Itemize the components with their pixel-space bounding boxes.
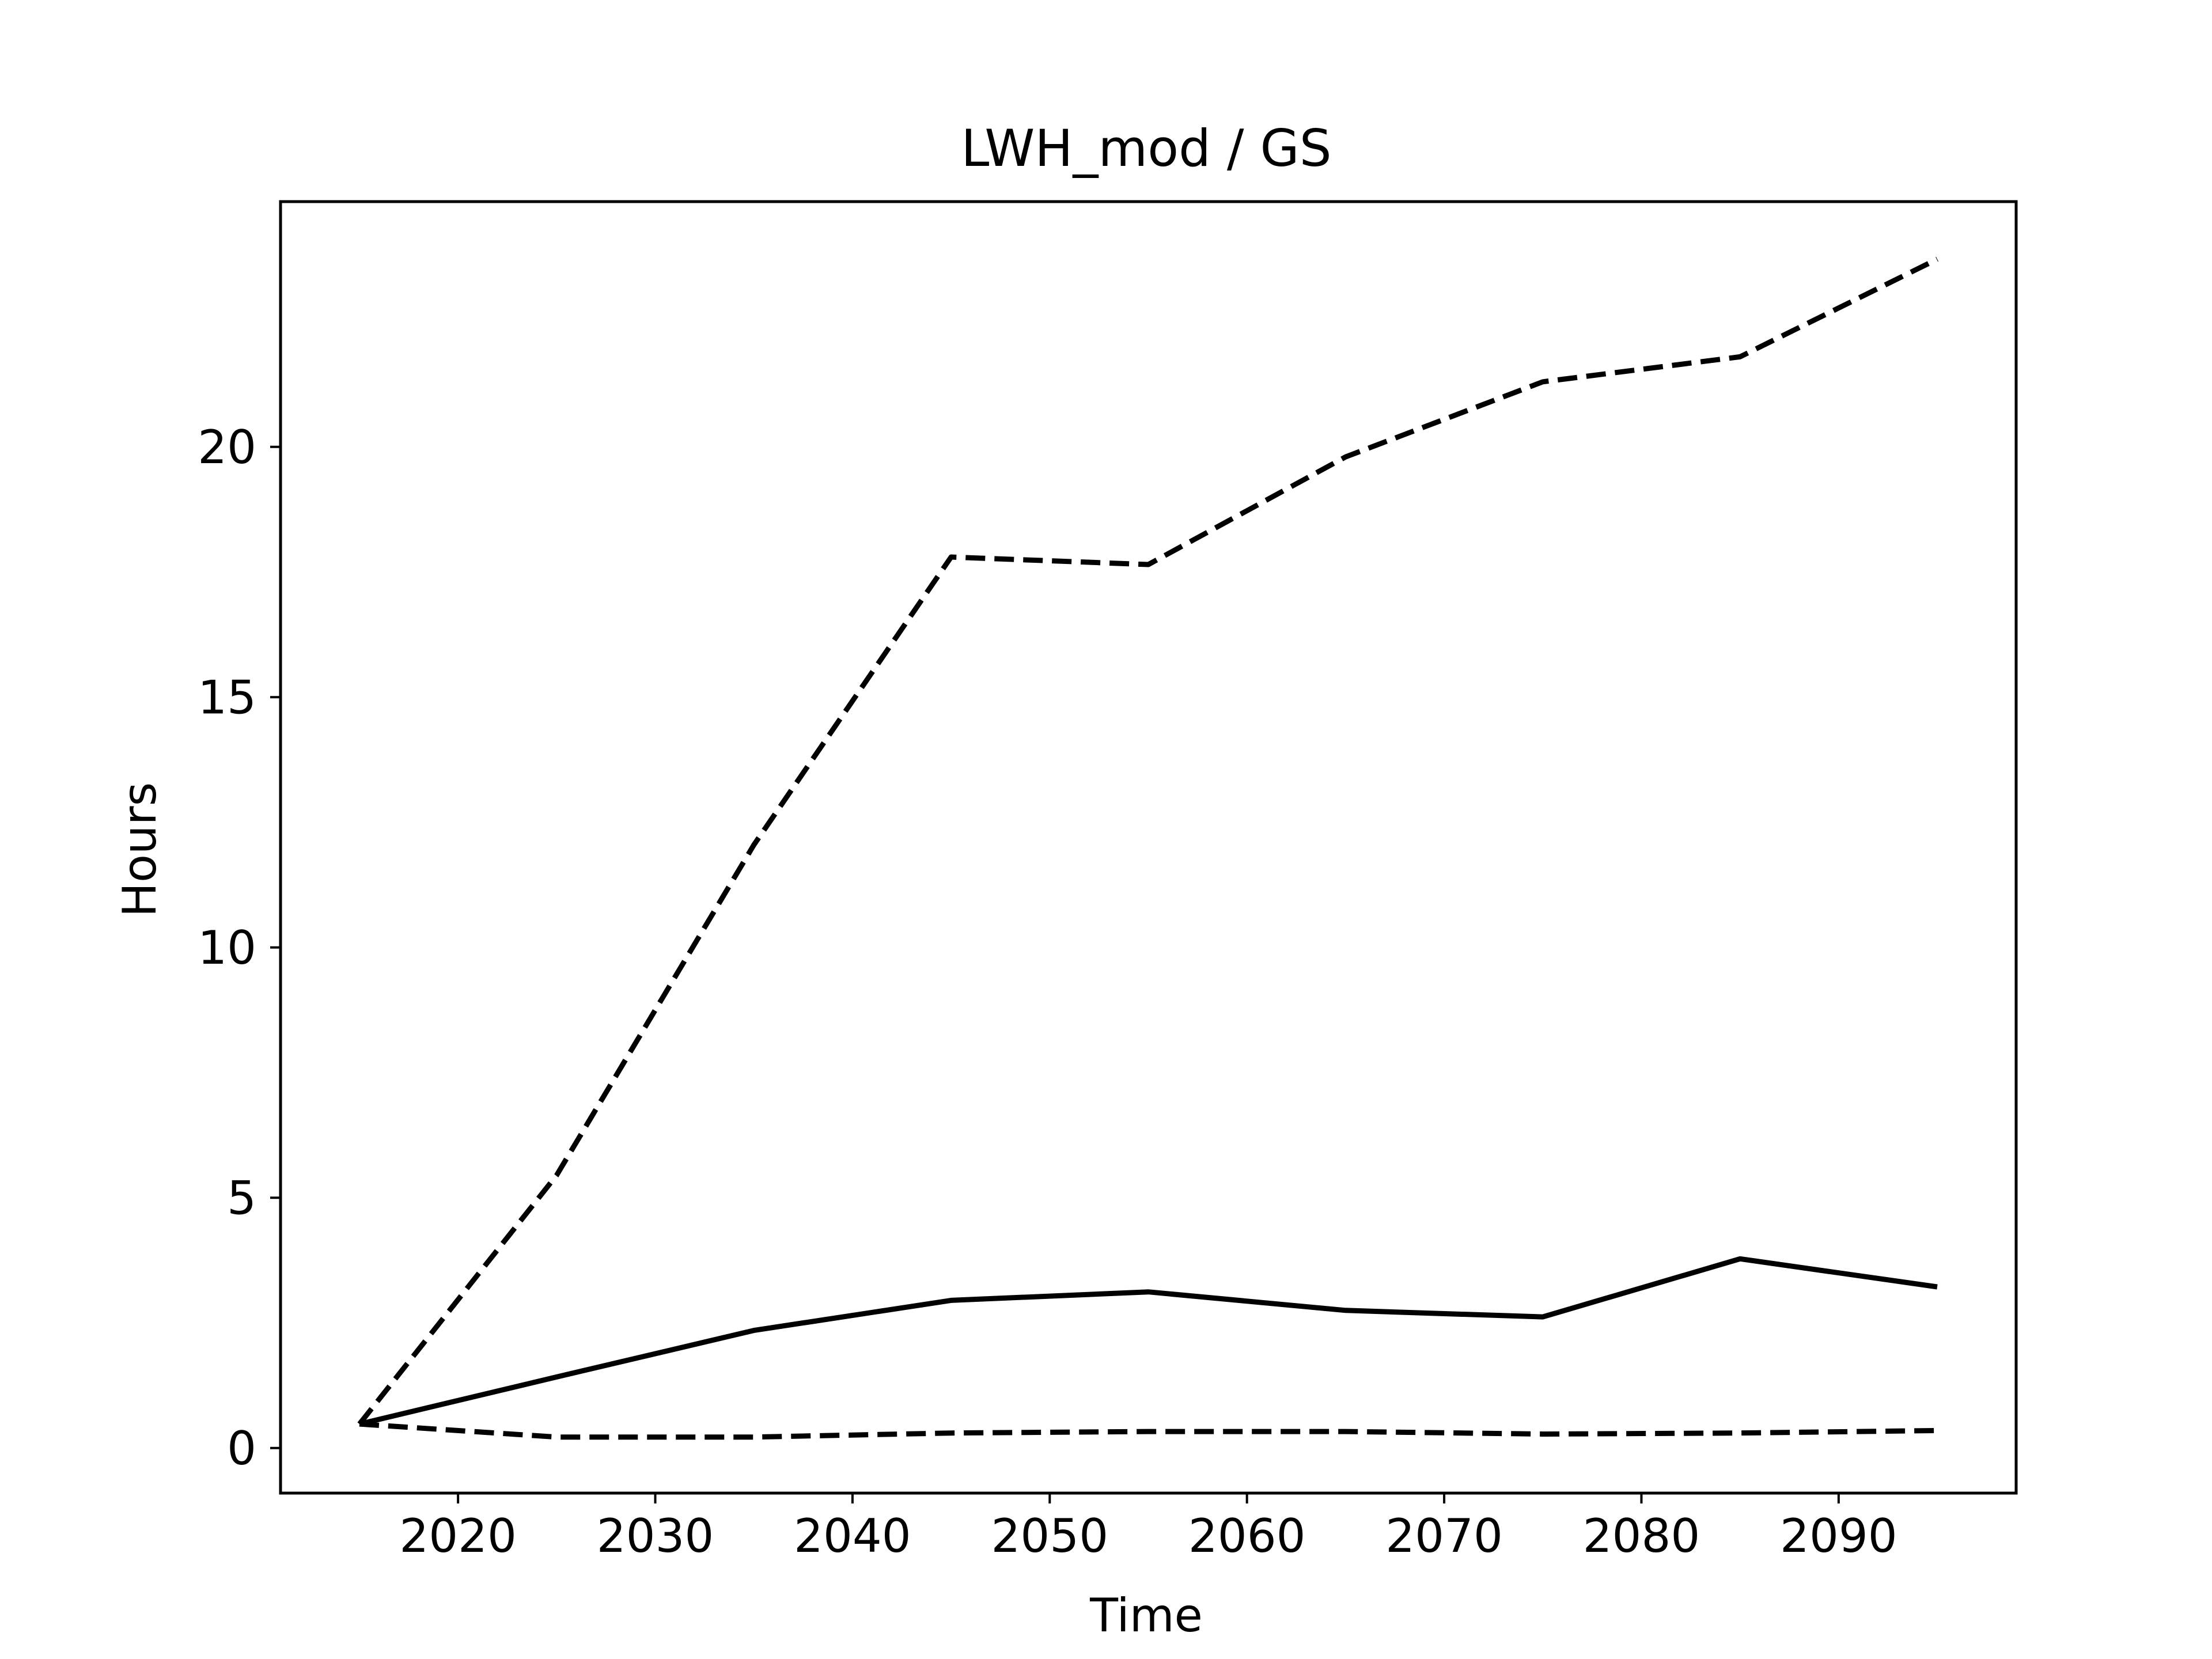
y-tick-label: 15	[198, 671, 256, 724]
x-tick-label: 2090	[1780, 1509, 1897, 1563]
dashed-series-line-3	[359, 1421, 1938, 1440]
x-tick-label: 2080	[1583, 1509, 1700, 1563]
solid-series-line-2	[358, 1256, 1938, 1427]
y-tick-label: 20	[198, 421, 256, 474]
tick-layer: 2020 2030 2040 2050 2060 2070 2080 2090 0 5 10 15 20	[198, 421, 1897, 1563]
x-tick-label: 2030	[597, 1509, 714, 1563]
x-tick-label: 2040	[794, 1509, 911, 1563]
y-axis-label: Hours	[113, 782, 166, 917]
dashed-series-line-1	[357, 256, 1938, 1426]
x-axis-label: Time	[1089, 1589, 1203, 1642]
x-tick-label: 2020	[399, 1509, 517, 1563]
chart-title: LWH_mod / GS	[961, 119, 1331, 178]
series-layer	[357, 256, 1938, 1440]
x-tick-label: 2060	[1188, 1509, 1306, 1563]
plot-frame	[279, 200, 2018, 1495]
y-tick-label: 5	[227, 1171, 256, 1225]
y-tick-label: 0	[227, 1422, 256, 1475]
y-tick-label: 10	[198, 921, 256, 975]
x-tick-label: 2050	[991, 1509, 1109, 1563]
x-tick-label: 2070	[1385, 1509, 1503, 1563]
